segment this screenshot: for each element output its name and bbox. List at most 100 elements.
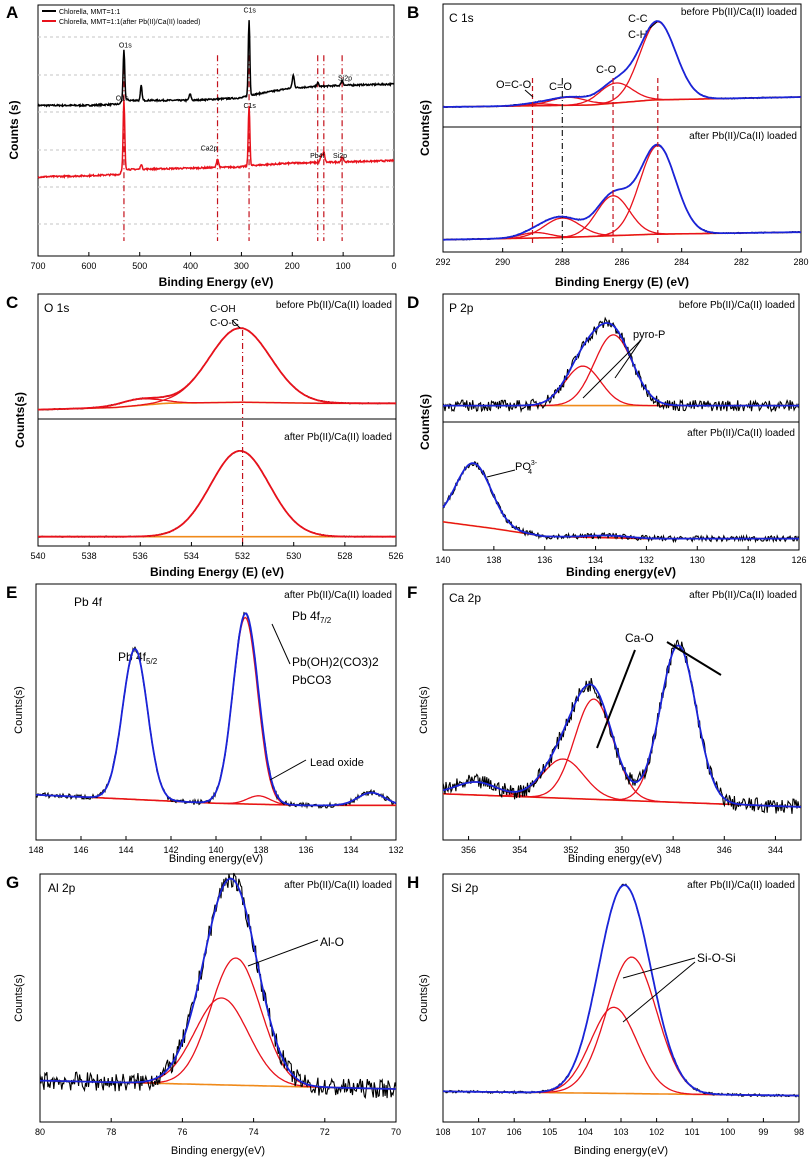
annotation-pb-oh-co3: Pb(OH)2(CO3)2: [292, 655, 379, 669]
panel-e-component-1: [35, 648, 396, 807]
panel-b-letter: B: [407, 3, 419, 22]
panel-h-component-1: [443, 1006, 799, 1097]
panel-b-label-before: before Pb(II)/Ca(II) loaded: [681, 7, 797, 18]
panel-b-xlabel: Binding Energy (E) (eV): [555, 275, 689, 289]
panel-f-xtick-label-4: 348: [666, 845, 681, 855]
panel-a-peak-label-1: C1s: [243, 8, 256, 15]
panel-a-xtick-label-2: 500: [132, 261, 147, 271]
panel-b: B C 1s before Pb(II)/Ca(II) loaded after…: [405, 0, 809, 290]
panel-h-xtick-label-5: 103: [613, 1127, 628, 1137]
panel-g-title: Al 2p: [48, 881, 76, 895]
panel-h-xtick-label-7: 101: [685, 1127, 700, 1137]
annotation-c-o-c: C-O-C: [210, 318, 239, 329]
panel-d-label-before: before Pb(II)/Ca(II) loaded: [679, 300, 795, 311]
panel-h-chart: H Si 2p after Pb(II)/Ca(II) loaded Si-O-…: [407, 873, 804, 1157]
panel-c-xtick-label-0: 540: [30, 551, 45, 561]
panel-b-pointer-cc: [649, 21, 658, 29]
panel-e: E Pb 4f after Pb(II)/Ca(II) loaded Pb 4f…: [0, 580, 405, 870]
panel-d-before-component-1: [443, 365, 799, 407]
annotation-o-c-o: O=C-O: [496, 79, 532, 91]
annotation-pb4f72-sub: 7/2: [320, 616, 332, 625]
annotation-ca-o: Ca-O: [625, 631, 654, 645]
panel-a-peak-label-0: O1s: [119, 43, 132, 50]
panel-c-after-envelope: [38, 450, 396, 538]
panel-e-pointer-pb72: [271, 623, 291, 665]
panel-g-xtick-label-0: 80: [35, 1127, 45, 1137]
panel-f: F Ca 2p after Pb(II)/Ca(II) loaded Ca-O …: [405, 580, 809, 870]
annotation-pbco3: PbCO3: [292, 673, 332, 687]
panel-a-chart: A Chlorella, MMT=1:1 Chlorella, MMT=1:1(…: [6, 3, 397, 289]
panel-g-chart: G Al 2p after Pb(II)/Ca(II) loaded Al-O …: [6, 872, 401, 1157]
panel-g-ylabel: Counts(s): [13, 974, 25, 1022]
panel-f-ylabel: Counts(s): [418, 686, 430, 734]
panel-c-xtick-label-5: 530: [286, 551, 301, 561]
panel-e-letter: E: [6, 583, 17, 602]
panel-d-after-envelope: [442, 462, 799, 540]
panel-b-title: C 1s: [449, 11, 474, 25]
panel-e-xtick-label-1: 146: [73, 845, 88, 855]
panel-c-xlabel: Binding Energy (E) (eV): [150, 565, 284, 579]
panel-f-label-after: after Pb(II)/Ca(II) loaded: [689, 590, 797, 601]
panel-h-xtick-label-6: 102: [649, 1127, 664, 1137]
annotation-c-oh: C-OH: [210, 304, 236, 315]
panel-a-frame: [37, 4, 395, 257]
annotation-pb4f52-sub: 5/2: [146, 657, 158, 666]
panel-h-frame: [442, 873, 800, 1123]
panel-b-after-component-2: [443, 217, 801, 241]
panel-g-xtick-label-4: 72: [320, 1127, 330, 1137]
panel-a-letter: A: [6, 3, 18, 22]
panel-g-component-1: [40, 997, 396, 1090]
panel-h-xtick-label-10: 98: [794, 1127, 804, 1137]
panel-h-xtick-label-0: 108: [435, 1127, 450, 1137]
panel-f-xtick-label-6: 344: [768, 845, 783, 855]
panel-h-raw-data: [442, 883, 800, 1098]
panel-g-letter: G: [6, 873, 19, 892]
panel-e-xtick-label-5: 138: [253, 845, 268, 855]
panel-h-pointer-si-1: [622, 957, 696, 979]
panel-c-title: O 1s: [44, 301, 69, 315]
panel-g-envelope: [40, 877, 396, 1090]
panel-e-pointer-lead-oxide: [269, 759, 307, 781]
panel-h-ylabel: Counts(s): [418, 974, 430, 1022]
panel-e-raw-data: [35, 611, 397, 810]
panel-d-ylabel: Counts(s): [418, 394, 432, 450]
panel-b-pointer-oco: [524, 89, 534, 98]
panel-a-peak-label-4: C1s: [243, 103, 256, 110]
panel-e-xtick-label-2: 144: [118, 845, 133, 855]
panel-c: C O 1s before Pb(II)/Ca(II) loaded after…: [0, 290, 405, 580]
annotation-po4-base: PO: [515, 461, 531, 473]
panel-h-envelope: [443, 884, 799, 1097]
annotation-pb4f72: Pb 4f7/2: [292, 609, 332, 625]
panel-b-before-raw-data: [442, 20, 802, 109]
panel-e-ylabel: Counts(s): [13, 686, 25, 734]
panel-b-xtick-label-5: 282: [734, 257, 749, 267]
panel-a-xtick-label-3: 400: [183, 261, 198, 271]
panel-d-label-after: after Pb(II)/Ca(II) loaded: [687, 428, 795, 439]
annotation-lead-oxide: Lead oxide: [310, 757, 364, 769]
panel-g-xlabel: Binding energy(eV): [171, 1145, 265, 1157]
panel-c-xtick-label-4: 532: [235, 551, 250, 561]
panel-b-label-after: after Pb(II)/Ca(II) loaded: [689, 131, 797, 142]
panel-d-pointer-po4: [486, 469, 516, 478]
legend-entry-2: Chlorella, MMT=1:1(after Pb(II)/Ca(II) l…: [59, 19, 200, 26]
panel-f-xtick-label-3: 350: [614, 845, 629, 855]
panel-d-xtick-label-1: 138: [486, 555, 501, 565]
panel-e-component-2: [35, 616, 396, 807]
panel-b-after-envelope: [443, 143, 801, 241]
panel-b-after-component-4: [443, 144, 801, 241]
panel-h-component-2: [443, 956, 799, 1097]
panel-c-after-component-1: [38, 450, 396, 538]
panel-d-title: P 2p: [449, 301, 474, 315]
panel-a-xlabel: Binding Energy (eV): [159, 275, 274, 289]
panel-h-pointer-si-2: [622, 961, 696, 1023]
annotation-po4-sup: 3-: [531, 460, 538, 467]
panel-e-xtick-label-7: 134: [343, 845, 358, 855]
panel-c-ylabel: Counts(s): [13, 392, 27, 448]
panel-h-xtick-label-4: 104: [578, 1127, 593, 1137]
panel-h-xlabel: Binding energy(eV): [574, 1145, 668, 1157]
panel-f-xtick-label-0: 356: [461, 845, 476, 855]
panel-d-xtick-label-5: 130: [690, 555, 705, 565]
annotation-c-eq-o: C=O: [549, 81, 572, 93]
panel-f-component-3: [442, 698, 801, 808]
panel-d-pointer-pyro-1: [582, 339, 642, 399]
